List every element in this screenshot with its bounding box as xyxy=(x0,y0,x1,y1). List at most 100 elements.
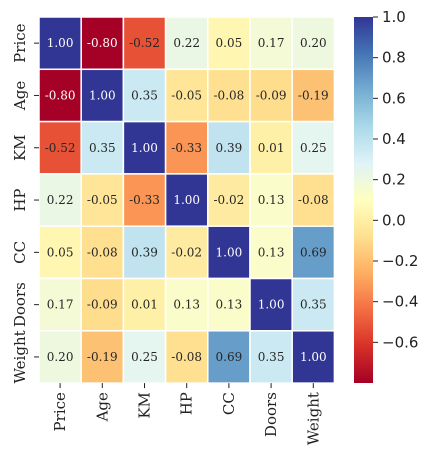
cell-value-label: -0.09 xyxy=(256,88,287,102)
x-tick-label: HP xyxy=(178,392,196,415)
cell-value-label: 1.00 xyxy=(47,36,74,50)
heatmap-cell xyxy=(80,277,125,332)
cell-value-label: 1.00 xyxy=(258,298,285,312)
heatmap-cell xyxy=(38,173,82,227)
heatmap-cell xyxy=(38,277,82,332)
cell-value-label: -0.02 xyxy=(171,245,202,259)
cell-value-label: 1.00 xyxy=(173,193,200,207)
heatmap-cell xyxy=(164,330,209,384)
cell-value-label: 0.01 xyxy=(258,141,285,155)
heatmap-cell xyxy=(249,173,293,227)
heatmap-cell xyxy=(80,120,125,175)
heatmap-cell xyxy=(80,16,125,71)
colorbar-gradient xyxy=(354,17,373,383)
cell-value-label: -0.08 xyxy=(298,193,329,207)
y-tick-label: CC xyxy=(11,241,29,264)
cell-value-label: 0.39 xyxy=(131,245,158,259)
y-tick-label: KM xyxy=(11,134,29,161)
colorbar-tick-label: 0.8 xyxy=(382,49,406,67)
y-tick-label: HP xyxy=(11,188,29,211)
x-tick-label: Doors xyxy=(262,392,280,437)
cell-value-label: -0.19 xyxy=(298,88,329,102)
heatmap-cell xyxy=(38,225,82,280)
y-tick-label: Age xyxy=(11,81,29,111)
heatmap-cell xyxy=(122,225,167,280)
cell-value-label: 0.05 xyxy=(216,36,243,50)
cell-value-label: -0.80 xyxy=(87,36,118,50)
heatmap-cell xyxy=(207,330,251,384)
cell-value-label: 0.39 xyxy=(216,141,243,155)
x-tick-label: Age xyxy=(93,392,111,422)
cell-value-label: 0.05 xyxy=(47,245,74,259)
y-tick-label: Price xyxy=(11,23,29,62)
colorbar-tick-label: −0.4 xyxy=(382,293,418,311)
x-axis-ticks: Price Age KM HP CC Doors Weight xyxy=(51,383,322,445)
heatmap-cell xyxy=(122,330,167,384)
colorbar-tick-label: 0.4 xyxy=(382,130,406,148)
cell-value-label: 1.00 xyxy=(131,141,158,155)
cell-value-label: -0.08 xyxy=(214,88,245,102)
colorbar-tick-label: −0.2 xyxy=(382,252,418,270)
colorbar-tick-label: 0.0 xyxy=(382,211,406,229)
heatmap-cell xyxy=(122,68,167,123)
heatmap-cell xyxy=(291,120,336,175)
cell-value-label: 0.35 xyxy=(131,88,158,102)
heatmap-cell xyxy=(80,173,125,227)
colorbar: 1.0 0.8 0.6 0.4 0.2 0.0 −0.2 −0.4 −0.6 xyxy=(354,8,418,383)
colorbar-tick-label: 1.0 xyxy=(382,8,406,26)
cell-value-label: 0.13 xyxy=(258,245,285,259)
x-tick-label: Price xyxy=(51,392,69,431)
x-tick-label: CC xyxy=(220,392,238,415)
cell-value-label: 0.17 xyxy=(258,36,285,50)
y-tick-label: Doors xyxy=(11,282,29,327)
cell-value-label: 0.22 xyxy=(47,193,74,207)
cell-value-label: 0.35 xyxy=(89,141,116,155)
heatmap-cell xyxy=(291,68,336,123)
x-tick-label: KM xyxy=(136,392,154,419)
cell-value-label: -0.33 xyxy=(171,141,202,155)
cell-value-label: 0.17 xyxy=(47,298,74,312)
heatmap-cell xyxy=(249,16,293,71)
colorbar-tick-label: −0.6 xyxy=(382,333,418,351)
x-tick-label: Weight xyxy=(304,392,322,445)
cell-value-label: -0.52 xyxy=(129,36,160,50)
colorbar-tick-label: 0.6 xyxy=(382,89,406,107)
cell-value-label: 0.25 xyxy=(300,141,327,155)
cell-value-label: 0.25 xyxy=(131,350,158,364)
cell-value-label: 1.00 xyxy=(89,88,116,102)
heatmap-cell xyxy=(122,120,167,175)
cell-value-label: -0.19 xyxy=(87,350,118,364)
cell-value-label: 0.20 xyxy=(300,36,327,50)
cell-value-label: -0.80 xyxy=(45,88,76,102)
heatmap-cell xyxy=(291,330,336,384)
y-tick-label: Weight xyxy=(11,330,29,383)
cell-value-label: 0.13 xyxy=(173,298,200,312)
cell-value-label: -0.09 xyxy=(87,298,118,312)
heatmap-cell xyxy=(207,120,251,175)
heatmap-cell xyxy=(249,330,293,384)
cell-value-label: 0.01 xyxy=(131,298,158,312)
cell-value-label: 0.20 xyxy=(47,350,74,364)
colorbar-tick-label: 0.2 xyxy=(382,171,406,189)
cell-value-label: -0.33 xyxy=(129,193,160,207)
heatmap-cell xyxy=(249,120,293,175)
cell-value-label: 0.35 xyxy=(258,350,285,364)
cell-value-label: 1.00 xyxy=(216,245,243,259)
colorbar-ticks: 1.0 0.8 0.6 0.4 0.2 0.0 −0.2 −0.4 −0.6 xyxy=(373,8,418,351)
y-axis-ticks: Price Age KM HP CC Doors Weight xyxy=(11,23,39,384)
heatmap-cells: 1.00 -0.80 -0.52 0.22 0.05 0.17 0.20 -0.80 1.00 0… xyxy=(38,16,336,384)
cell-value-label: -0.05 xyxy=(87,193,118,207)
cell-value-label: 1.00 xyxy=(300,350,327,364)
cell-value-label: 0.13 xyxy=(216,298,243,312)
cell-value-label: 0.13 xyxy=(258,193,285,207)
cell-value-label: -0.08 xyxy=(87,245,118,259)
heatmap-cell xyxy=(291,277,336,332)
cell-value-label: 0.35 xyxy=(300,298,327,312)
cell-value-label: -0.52 xyxy=(45,141,76,155)
heatmap-cell xyxy=(207,68,251,123)
cell-value-label: -0.05 xyxy=(171,88,202,102)
cell-value-label: 0.69 xyxy=(300,245,327,259)
cell-value-label: 0.69 xyxy=(216,350,243,364)
cell-value-label: -0.02 xyxy=(214,193,245,207)
